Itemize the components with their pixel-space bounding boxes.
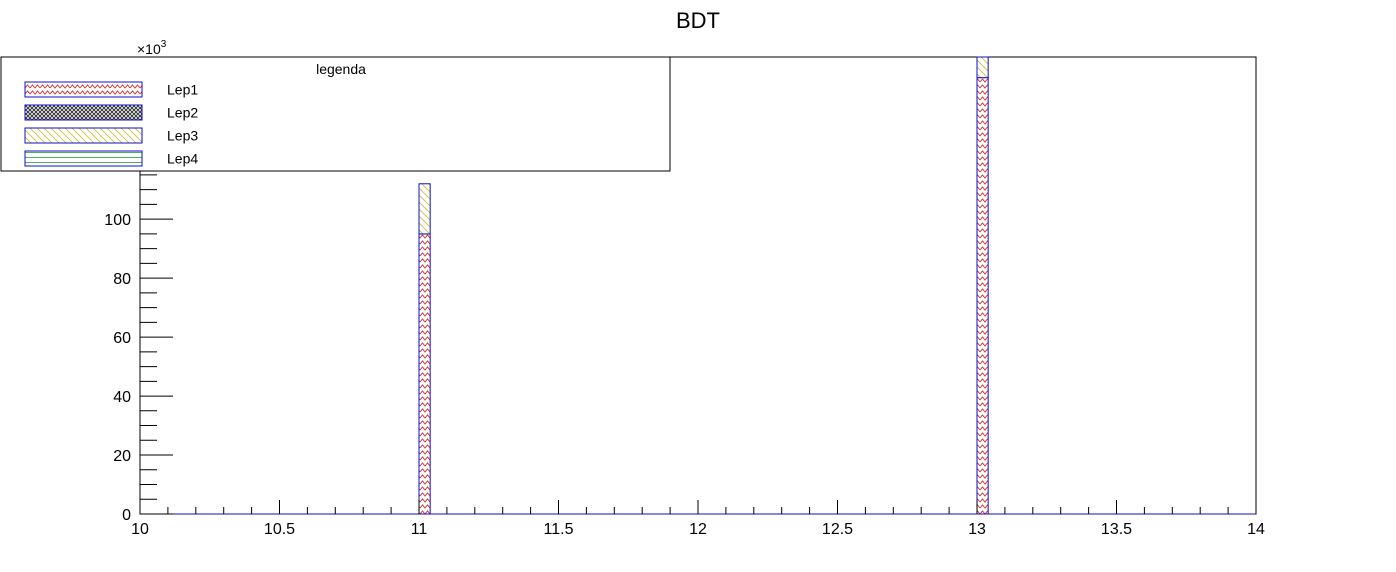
x-tick-label: 10 <box>131 521 149 538</box>
bar-lep1-1 <box>976 77 989 515</box>
y-axis-multiplier: ×103 <box>137 39 167 57</box>
x-tick-label: 10.5 <box>264 521 295 538</box>
y-tick-label: 100 <box>104 212 131 229</box>
x-tick-label: 11.5 <box>544 521 574 538</box>
x-tick-label: 13 <box>968 521 986 538</box>
x-tick-label: 14 <box>1247 521 1265 538</box>
legend: legenda Lep1 Lep2 Lep3 Lep4 <box>0 56 671 172</box>
chart-title: BDT <box>676 8 720 33</box>
y-tick-label: 60 <box>113 330 131 347</box>
y-axis-multiplier-base: ×10 <box>137 41 161 57</box>
legend-swatch-lep1 <box>24 81 143 98</box>
legend-label-lep1: Lep1 <box>167 82 198 98</box>
y-axis-multiplier-exponent: 3 <box>161 39 167 50</box>
legend-swatch-lep3 <box>24 127 143 144</box>
legend-swatch-lep2 <box>24 104 143 121</box>
bar-lep3-1 <box>976 56 989 79</box>
x-tick-label: 11 <box>411 521 428 538</box>
legend-label-lep3: Lep3 <box>167 128 198 144</box>
x-tick-label: 12.5 <box>822 521 853 538</box>
y-tick-label: 40 <box>113 389 131 406</box>
legend-label-lep2: Lep2 <box>167 105 198 121</box>
y-tick-label: 80 <box>113 271 131 288</box>
y-tick-label: 0 <box>122 507 131 524</box>
x-tick-label: 12 <box>689 521 707 538</box>
x-axis: 10 10.5 11 11.5 12 12.5 13 13.5 14 <box>131 500 1265 538</box>
legend-swatch-lep4 <box>24 150 143 167</box>
x-tick-label: 13.5 <box>1101 521 1132 538</box>
legend-items: Lep1 Lep2 Lep3 Lep4 <box>24 81 198 167</box>
legend-title: legenda <box>316 61 366 77</box>
y-tick-label: 20 <box>113 448 131 465</box>
bar-lep1-0 <box>418 233 431 515</box>
legend-label-lep4: Lep4 <box>167 151 198 167</box>
bar-lep3-0 <box>418 183 431 235</box>
